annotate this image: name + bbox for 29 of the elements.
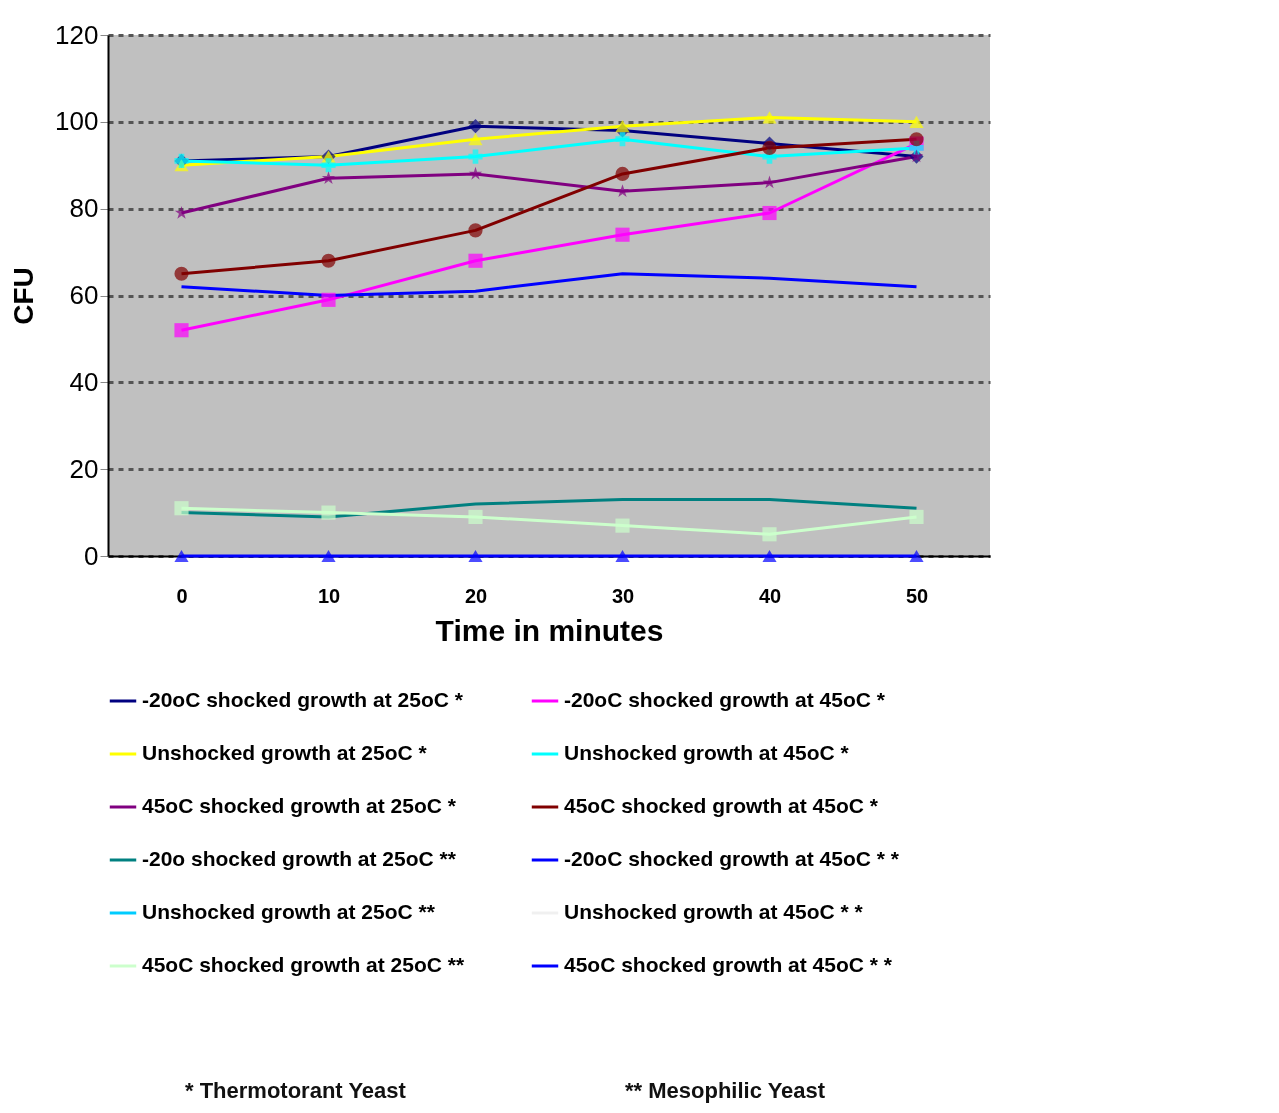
legend-label: Unshocked growth at 25oC * xyxy=(142,741,428,764)
text: * Thermotorant Yeast xyxy=(185,1078,406,1104)
x-tick-label: 40 xyxy=(758,584,782,607)
legend-label: Unshocked growth at 45oC * * xyxy=(564,900,864,923)
legend-label: -20oC shocked growth at 25oC * xyxy=(142,688,464,711)
x-tick-label: 30 xyxy=(611,584,635,607)
legend-label: 45oC shocked growth at 45oC * xyxy=(564,794,879,817)
x-tick-label: 20 xyxy=(464,584,488,607)
y-axis-title: CFU xyxy=(8,267,40,325)
legend-label: -20oC shocked growth at 45oC * * xyxy=(564,847,900,870)
legend-label: 45oC shocked growth at 25oC ** xyxy=(142,953,465,976)
x-tick-label: 50 xyxy=(905,584,929,607)
y-tick-label: 80 xyxy=(69,193,99,224)
y-tick-label: 40 xyxy=(69,366,99,397)
y-tick-label: 120 xyxy=(55,19,99,50)
y-tick-label: 0 xyxy=(84,540,99,571)
legend-label: -20o shocked growth at 25oC ** xyxy=(142,847,457,870)
x-tick-label: 10 xyxy=(317,584,341,607)
legend-label: 45oC shocked growth at 45oC * * xyxy=(564,953,893,976)
x-axis-title: Time in minutes xyxy=(435,613,664,647)
x-tick-label: 0 xyxy=(176,584,188,607)
y-tick-label: 100 xyxy=(55,106,99,137)
legend-label: Unshocked growth at 25oC ** xyxy=(142,900,436,923)
legend-label: 45oC shocked growth at 25oC * xyxy=(142,794,457,817)
y-tick-label: 60 xyxy=(69,280,99,310)
text: ** Mesophilic Yeast xyxy=(625,1078,826,1104)
legend-label: Unshocked growth at 45oC * xyxy=(564,741,850,764)
legend-label: -20oC shocked growth at 45oC * xyxy=(564,688,886,711)
y-tick-label: 20 xyxy=(69,453,99,484)
